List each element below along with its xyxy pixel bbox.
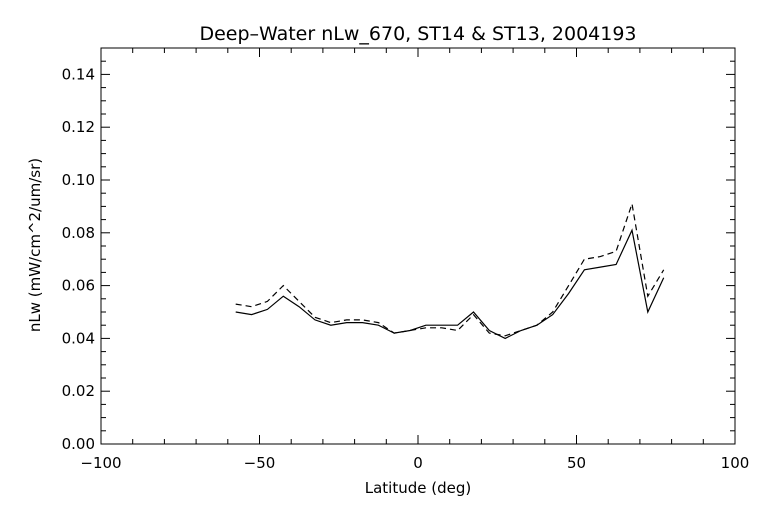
y-tick-label: 0.14 (62, 65, 95, 83)
y-tick-label: 0.10 (62, 171, 95, 189)
y-axis: 0.00 0.02 0.04 0.06 0.08 0.10 0.12 0.14 (62, 47, 735, 453)
series-layer (235, 203, 665, 340)
x-tick-label: 0 (413, 454, 423, 472)
series-line-solid (235, 228, 665, 340)
x-tick-label: −100 (80, 454, 121, 472)
y-tick-label: 0.04 (62, 329, 95, 347)
y-tick-label: 0.00 (62, 435, 95, 453)
x-tick-label: 100 (721, 454, 750, 472)
chart-title: Deep–Water nLw_670, ST14 & ST13, 2004193 (199, 23, 636, 45)
x-axis: −100 −50 0 50 100 (80, 48, 749, 472)
y-axis-label: nLw (mW/cm^2/um/sr) (26, 158, 44, 332)
y-tick-label: 0.12 (62, 118, 95, 136)
plot-frame (100, 47, 736, 445)
x-axis-label: Latitude (deg) (365, 479, 471, 497)
x-tick-label: 50 (567, 454, 586, 472)
y-tick-label: 0.02 (62, 382, 95, 400)
x-tick-label: −50 (244, 454, 276, 472)
y-tick-label: 0.06 (62, 277, 95, 295)
series-line-dashed (235, 203, 665, 337)
y-tick-label: 0.08 (62, 224, 95, 242)
